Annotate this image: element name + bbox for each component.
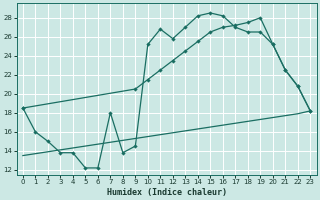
X-axis label: Humidex (Indice chaleur): Humidex (Indice chaleur) [107, 188, 227, 197]
